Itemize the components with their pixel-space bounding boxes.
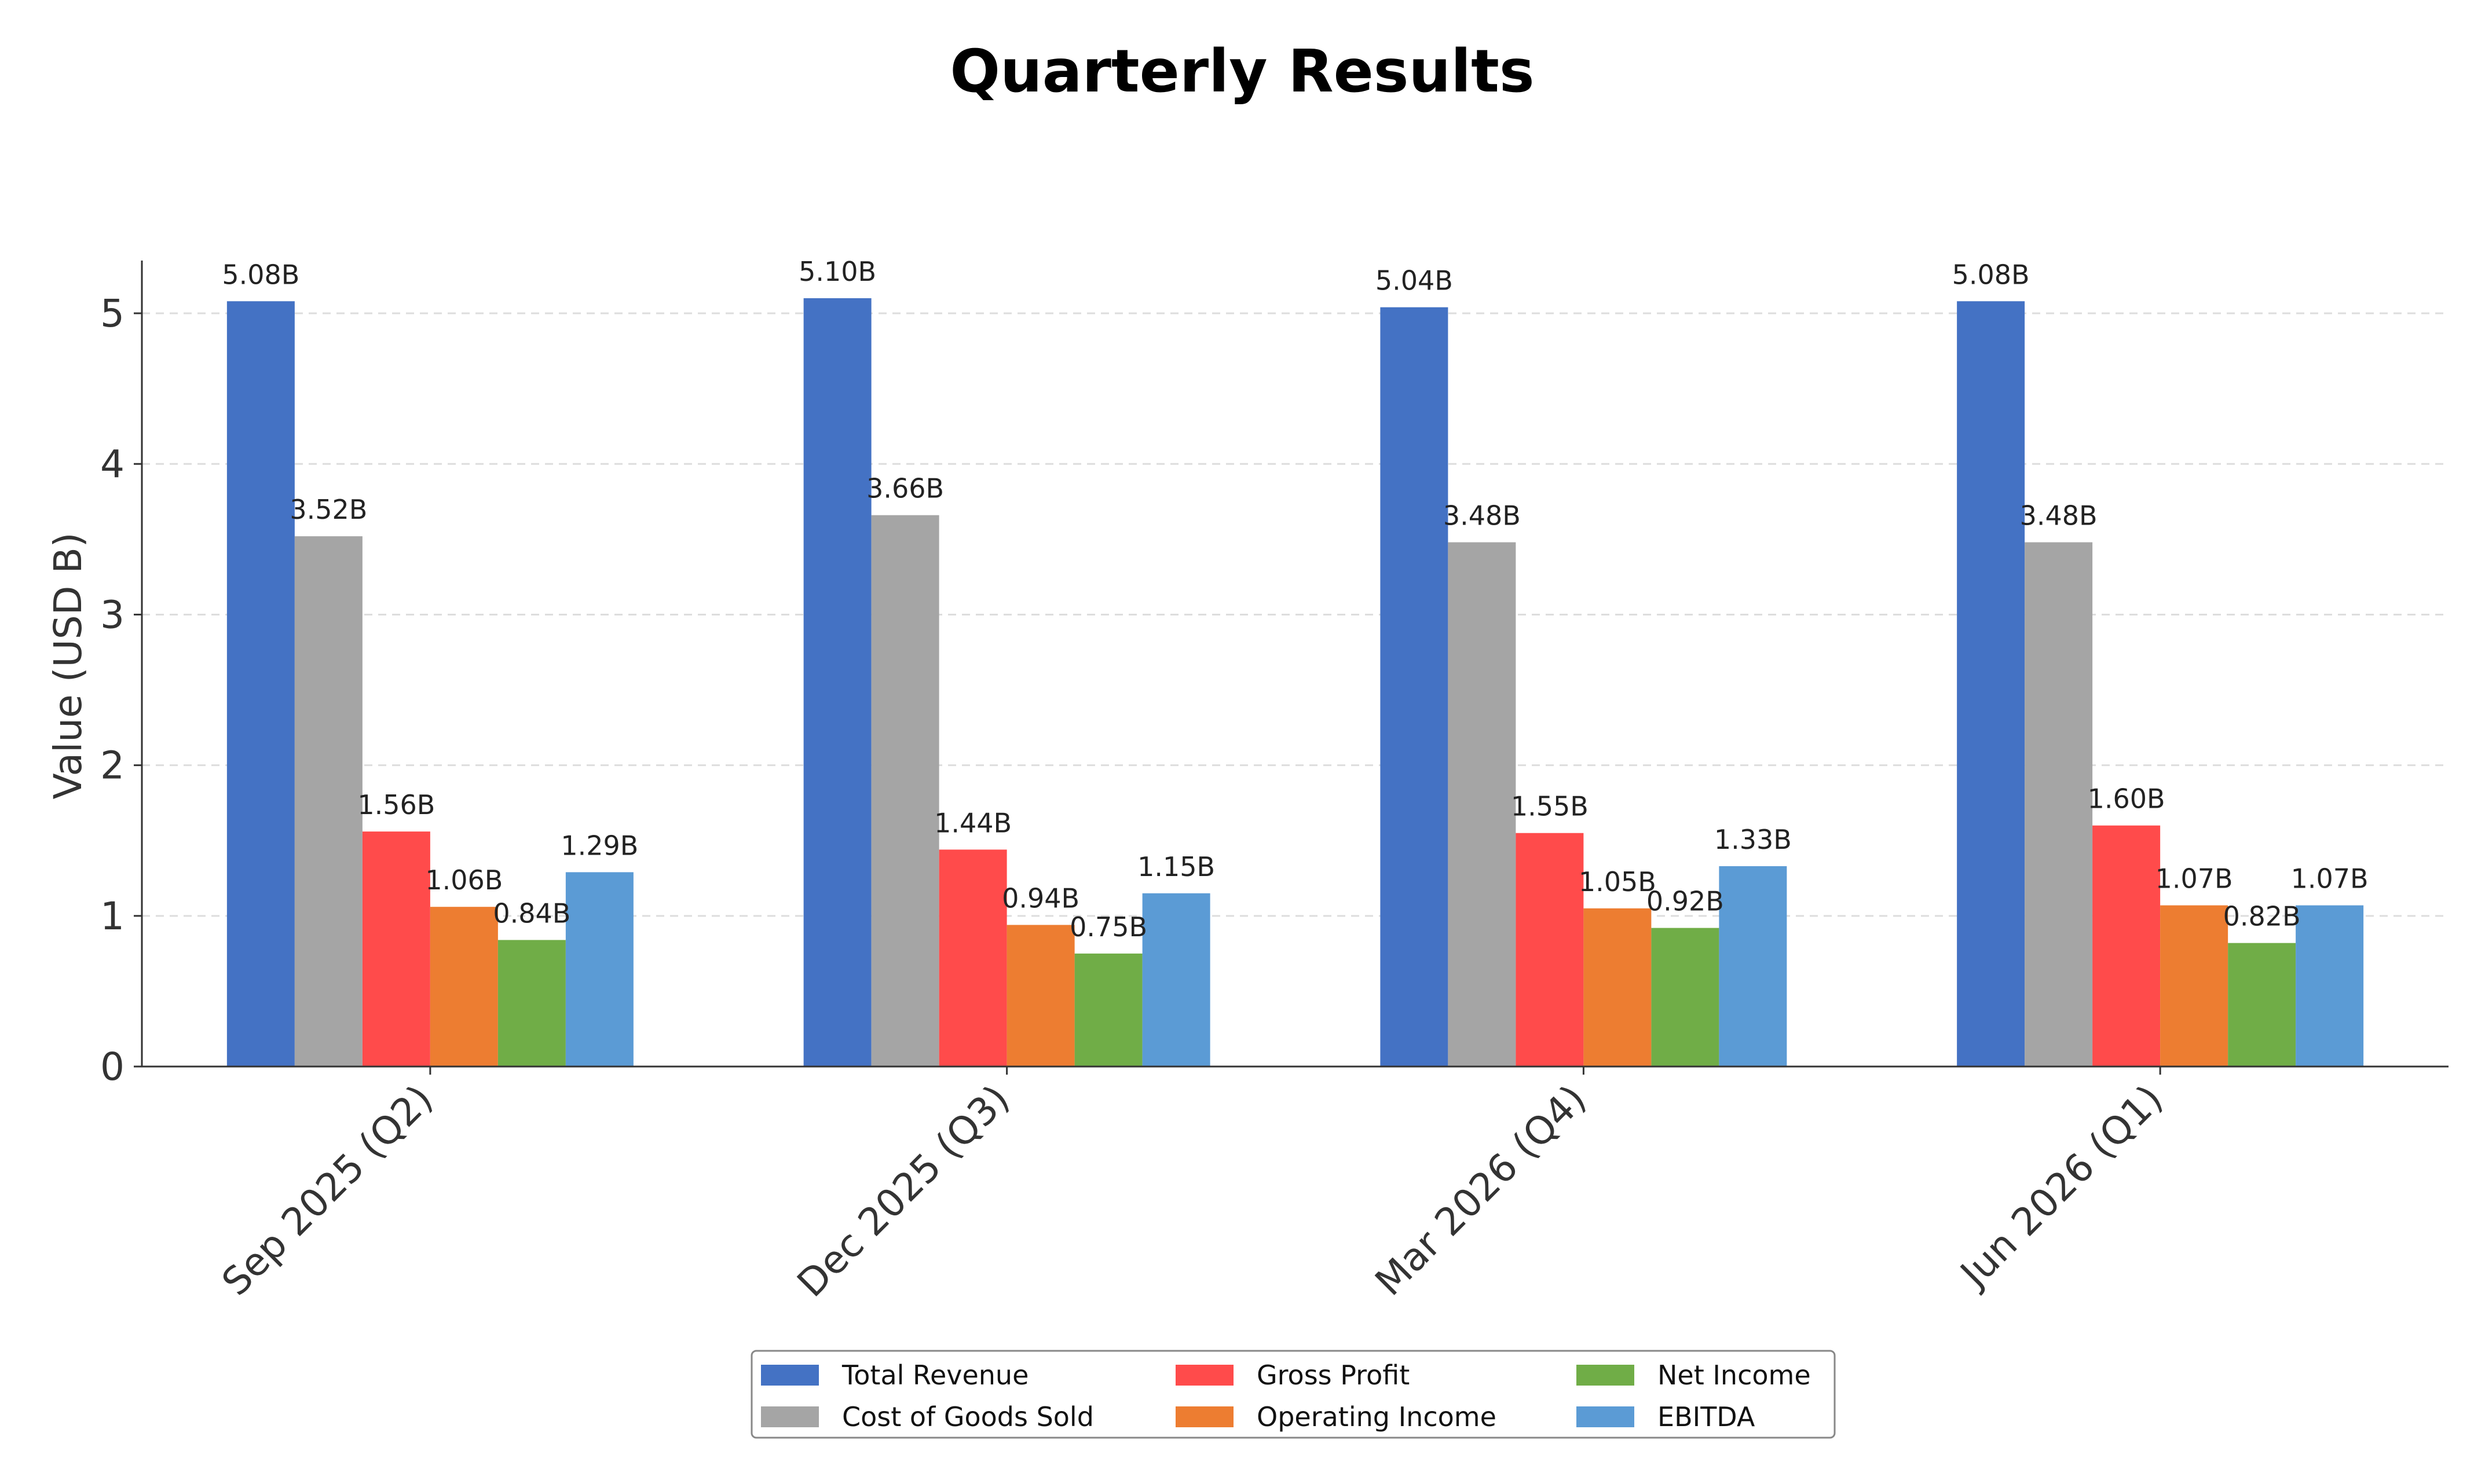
legend-swatch <box>1176 1365 1234 1386</box>
data-label: 5.08B <box>1952 259 2030 290</box>
legend-label: Total Revenue <box>841 1360 1029 1391</box>
data-label: 1.29B <box>561 830 638 861</box>
bar <box>294 536 363 1067</box>
legend-label: Operating Income <box>1257 1401 1496 1432</box>
bar <box>2228 943 2296 1067</box>
data-label: 0.75B <box>1070 911 1147 943</box>
data-label: 0.84B <box>493 897 570 929</box>
x-tick-label: Jun 2026 (Q1) <box>1950 1076 2171 1297</box>
data-label: 1.60B <box>2088 783 2165 815</box>
bar <box>226 301 295 1067</box>
bar <box>362 831 430 1067</box>
legend-label: Cost of Goods Sold <box>842 1401 1094 1432</box>
legend-swatch <box>1576 1365 1634 1386</box>
data-label: 5.04B <box>1375 265 1453 296</box>
bar <box>1719 866 1787 1067</box>
legend: Total Revenue Cost of Goods Sold Gross Pro… <box>751 1350 1836 1439</box>
data-label: 1.05B <box>1579 866 1656 897</box>
data-label: 1.55B <box>1511 791 1589 822</box>
data-label: 1.56B <box>357 789 435 820</box>
data-label: 1.33B <box>1714 824 1792 855</box>
bar <box>2296 905 2364 1067</box>
bar <box>2025 542 2093 1067</box>
x-tick-label: Mar 2026 (Q4) <box>1367 1076 1595 1305</box>
legend-box <box>751 1350 1836 1439</box>
data-label: 0.94B <box>1002 882 1079 914</box>
bar <box>497 940 566 1067</box>
data-label: 3.48B <box>1443 500 1521 532</box>
legend-label: EBITDA <box>1657 1401 1755 1432</box>
data-label: 1.44B <box>934 807 1012 838</box>
bar <box>565 872 634 1067</box>
bar <box>1957 301 2025 1067</box>
data-label: 3.48B <box>2020 500 2098 532</box>
bar <box>1074 953 1143 1067</box>
bar <box>1007 925 1075 1067</box>
legend-label: Net Income <box>1657 1360 1811 1391</box>
y-axis-label: Value (USD B) <box>46 532 90 799</box>
data-label: 1.07B <box>2155 863 2233 895</box>
y-tick-label: 5 <box>100 291 125 336</box>
bar-series <box>226 298 2364 1067</box>
y-tick-label: 2 <box>100 743 125 788</box>
y-tick-label: 3 <box>100 592 125 637</box>
bar <box>939 849 1007 1067</box>
bar <box>1142 893 1210 1067</box>
legend-swatch <box>761 1406 819 1427</box>
data-label: 1.06B <box>425 864 503 896</box>
bar <box>1380 307 1448 1067</box>
y-tick-label: 4 <box>100 442 125 486</box>
data-label: 1.15B <box>1137 851 1215 882</box>
legend-swatch <box>1576 1406 1634 1427</box>
legend-label: Gross Profit <box>1257 1360 1410 1391</box>
bar <box>2160 905 2228 1067</box>
chart-title: Quarterly Results <box>950 37 1534 106</box>
x-tick-label: Sep 2025 (Q2) <box>213 1076 441 1305</box>
data-label: 5.08B <box>222 259 299 290</box>
bar <box>1583 908 1652 1067</box>
bar <box>803 298 872 1067</box>
data-label: 5.10B <box>799 256 876 287</box>
bar <box>430 907 498 1067</box>
axes <box>141 261 2449 1068</box>
data-label: 1.07B <box>2291 863 2369 895</box>
data-label: 0.92B <box>1646 886 1724 917</box>
legend-swatch <box>1176 1406 1234 1427</box>
y-tick-label: 1 <box>100 894 125 939</box>
data-label: 0.82B <box>2223 901 2301 932</box>
y-tick-label: 0 <box>100 1045 125 1089</box>
legend-swatch <box>761 1365 819 1386</box>
bar <box>1651 928 1719 1067</box>
bar <box>2092 825 2161 1067</box>
bar <box>871 515 939 1067</box>
data-label: 3.52B <box>290 494 367 525</box>
x-tick-label: Dec 2025 (Q3) <box>789 1076 1018 1306</box>
bar <box>1448 542 1516 1067</box>
bar <box>1516 833 1584 1067</box>
data-label: 3.66B <box>866 473 944 504</box>
